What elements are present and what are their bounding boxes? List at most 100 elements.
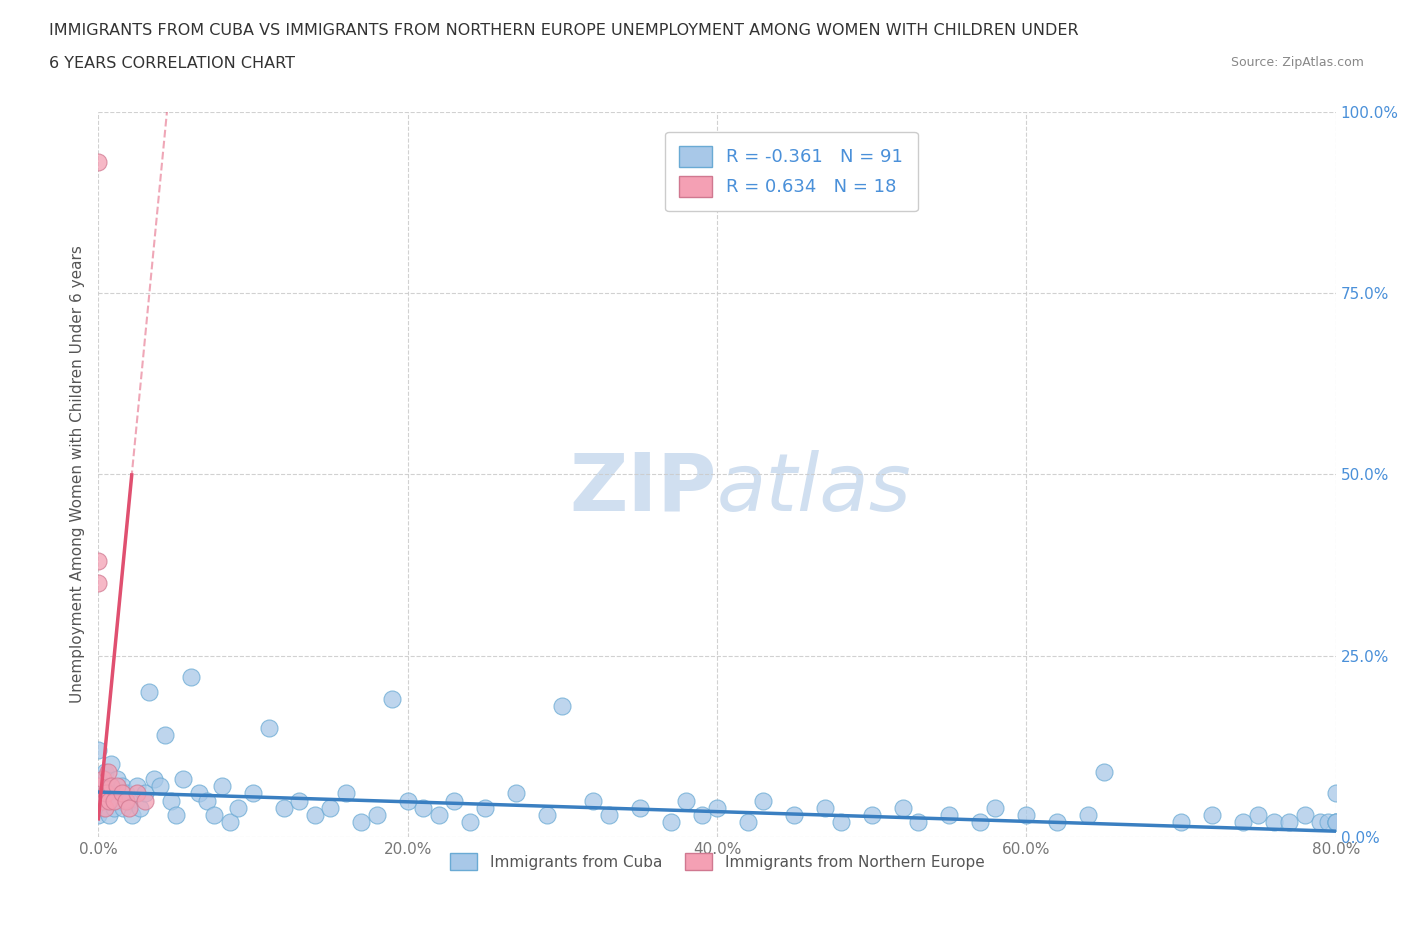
Point [1324,815,1347,830]
Point [97,793,120,808]
Point [93,764,115,779]
Point [93,801,115,816]
Point [226,801,249,816]
Point [938,808,960,823]
Point [242,786,264,801]
Point [907,815,929,830]
Y-axis label: Unemployment Among Women with Children Under 6 years: Unemployment Among Women with Children U… [69,246,84,703]
Point [984,801,1007,816]
Point [103,793,125,808]
Point [1077,808,1099,823]
Point [180,670,202,684]
Text: atlas: atlas [717,450,912,528]
Point [107,793,129,808]
Point [172,772,194,787]
Point [582,793,605,808]
Point [129,801,152,816]
Text: 6 YEARS CORRELATION CHART: 6 YEARS CORRELATION CHART [49,56,295,71]
Point [112,801,135,816]
Text: Source: ZipAtlas.com: Source: ZipAtlas.com [1230,56,1364,69]
Point [737,815,759,830]
Point [98,793,121,808]
Point [1324,786,1347,801]
Point [90,786,112,801]
Point [97,764,120,779]
Point [90,793,112,808]
Point [427,808,450,823]
Point [96,786,118,801]
Point [783,808,806,823]
Point [87,155,110,170]
Point [1294,808,1316,823]
Point [100,757,122,772]
Point [675,793,697,808]
Point [1309,815,1331,830]
Point [160,793,183,808]
Point [288,793,311,808]
Point [105,772,128,787]
Point [98,808,121,823]
Point [138,684,160,699]
Point [91,772,114,787]
Point [1263,815,1285,830]
Point [105,778,128,793]
Point [830,815,852,830]
Point [1046,815,1069,830]
Point [319,801,342,816]
Point [412,801,434,816]
Point [188,786,211,801]
Point [204,808,226,823]
Point [1324,815,1347,830]
Point [706,801,728,816]
Point [115,786,138,801]
Point [87,742,110,757]
Point [118,793,141,808]
Point [1201,808,1223,823]
Point [505,786,527,801]
Point [219,815,242,830]
Point [366,808,388,823]
Point [598,808,620,823]
Point [143,772,166,787]
Point [536,808,558,823]
Point [87,576,110,591]
Point [257,721,280,736]
Point [752,793,775,808]
Point [1247,808,1270,823]
Point [969,815,991,830]
Point [165,808,187,823]
Point [814,801,837,816]
Point [96,778,118,793]
Point [118,801,141,816]
Point [659,815,682,830]
Point [153,728,176,743]
Point [87,772,110,787]
Point [87,808,110,823]
Point [690,808,713,823]
Point [335,786,357,801]
Point [111,786,132,801]
Point [443,793,465,808]
Point [134,786,156,801]
Point [121,808,143,823]
Point [1092,764,1115,779]
Point [273,801,295,816]
Point [891,801,914,816]
Legend: Immigrants from Cuba, Immigrants from Northern Europe: Immigrants from Cuba, Immigrants from No… [444,846,990,876]
Point [101,786,124,801]
Point [195,793,218,808]
Point [1278,815,1301,830]
Point [860,808,883,823]
Text: ZIP: ZIP [569,450,717,528]
Point [458,815,481,830]
Point [304,808,326,823]
Text: IMMIGRANTS FROM CUBA VS IMMIGRANTS FROM NORTHERN EUROPE UNEMPLOYMENT AMONG WOMEN: IMMIGRANTS FROM CUBA VS IMMIGRANTS FROM … [49,23,1078,38]
Point [1324,815,1347,830]
Point [1015,808,1038,823]
Point [211,778,233,793]
Point [628,801,651,816]
Point [127,786,149,801]
Point [381,692,404,707]
Point [149,778,172,793]
Point [474,801,496,816]
